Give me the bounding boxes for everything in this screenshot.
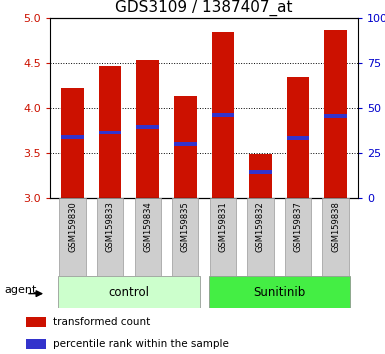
Bar — [97, 198, 123, 276]
Bar — [212, 32, 234, 198]
Bar — [136, 60, 159, 198]
Bar — [58, 276, 199, 308]
Bar — [174, 96, 196, 198]
Text: GSM159833: GSM159833 — [105, 201, 115, 252]
Bar — [135, 198, 161, 276]
Bar — [285, 198, 311, 276]
Bar — [287, 77, 309, 198]
Bar — [287, 136, 309, 139]
Title: GDS3109 / 1387407_at: GDS3109 / 1387407_at — [115, 0, 293, 16]
Text: percentile rank within the sample: percentile rank within the sample — [54, 339, 229, 349]
Text: GSM159838: GSM159838 — [331, 201, 340, 252]
Text: GSM159837: GSM159837 — [293, 201, 303, 252]
Bar — [26, 339, 46, 349]
Text: GSM159831: GSM159831 — [218, 201, 227, 252]
Bar — [172, 198, 198, 276]
Bar — [99, 65, 121, 198]
Bar — [59, 198, 86, 276]
Bar — [99, 131, 121, 134]
Bar — [324, 30, 347, 198]
Bar — [212, 113, 234, 117]
Text: GSM159830: GSM159830 — [68, 201, 77, 252]
Text: GSM159834: GSM159834 — [143, 201, 152, 252]
Bar — [61, 88, 84, 198]
Bar — [61, 135, 84, 139]
Bar — [324, 114, 347, 118]
Bar — [209, 276, 350, 308]
Bar — [249, 170, 272, 174]
Text: agent: agent — [4, 285, 36, 296]
Text: transformed count: transformed count — [54, 317, 151, 327]
Text: GSM159835: GSM159835 — [181, 201, 190, 252]
Text: Sunitinib: Sunitinib — [253, 286, 305, 298]
Bar — [174, 142, 196, 146]
Bar — [322, 198, 349, 276]
Bar — [136, 125, 159, 129]
Text: control: control — [109, 286, 149, 298]
Bar — [26, 317, 46, 327]
Bar — [247, 198, 273, 276]
Bar — [249, 154, 272, 198]
Text: GSM159832: GSM159832 — [256, 201, 265, 252]
Bar — [210, 198, 236, 276]
